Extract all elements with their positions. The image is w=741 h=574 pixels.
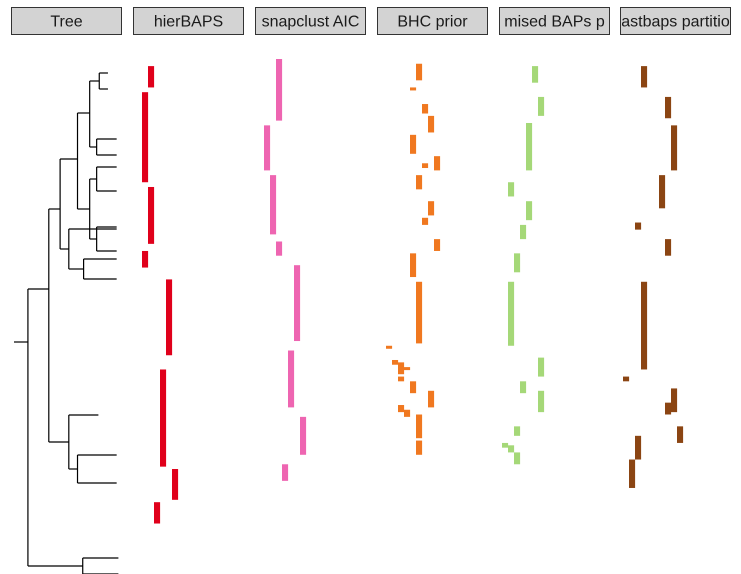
cluster-block	[428, 390, 435, 408]
strip-label: snapclust AIC	[262, 14, 360, 31]
cluster-block	[514, 426, 521, 436]
cluster-block	[166, 279, 173, 356]
strip-label: astbaps partitio	[621, 14, 730, 31]
cluster-block	[270, 175, 277, 235]
cluster-block	[428, 115, 435, 133]
cluster-block	[422, 217, 429, 225]
cluster-block	[416, 281, 423, 344]
cluster-block	[422, 163, 429, 169]
cluster-block	[623, 376, 630, 382]
cluster-block	[677, 426, 684, 443]
cluster-block	[422, 104, 429, 114]
strip-tree: Tree	[11, 7, 122, 35]
series-mised-baps-p	[502, 66, 545, 465]
cluster-block	[160, 369, 167, 467]
cluster-block	[410, 134, 417, 154]
cluster-block	[264, 125, 271, 171]
cluster-block	[520, 381, 527, 394]
cluster-block	[294, 265, 301, 342]
cluster-block	[532, 66, 539, 83]
cluster-block	[508, 445, 515, 453]
cluster-block	[404, 367, 411, 371]
cluster-block	[538, 390, 545, 413]
cluster-block	[404, 409, 411, 417]
strip-bhc-prior: BHC prior	[377, 7, 488, 35]
cluster-block	[276, 59, 283, 121]
series-hierbaps	[142, 66, 179, 524]
strip-label: mised BAPs p	[504, 14, 605, 31]
cluster-block	[538, 357, 545, 377]
cluster-block	[434, 239, 441, 251]
cluster-block	[635, 435, 642, 460]
cluster-block	[416, 63, 423, 81]
cluster-block	[288, 350, 295, 408]
cluster-block	[502, 442, 509, 448]
cluster-block	[148, 186, 155, 244]
cluster-block	[671, 388, 678, 413]
cluster-block	[172, 469, 179, 500]
cluster-block	[641, 66, 648, 88]
cluster-block	[148, 66, 155, 88]
cluster-block	[282, 464, 289, 481]
cluster-block	[410, 381, 417, 394]
cluster-block	[508, 182, 515, 197]
cluster-block	[142, 250, 149, 268]
facet-strips: Tree hierBAPS snapclust AIC BHC prior mised …	[11, 7, 731, 35]
cluster-block	[514, 253, 521, 273]
cluster-block	[300, 416, 307, 455]
strip-label: BHC prior	[397, 14, 468, 31]
cluster-block	[142, 92, 149, 183]
strip-background	[620, 7, 731, 35]
strip-mised-baps-p: mised BAPs p	[499, 7, 610, 35]
cluster-block	[410, 87, 417, 91]
strip-background	[499, 7, 610, 35]
cluster-block	[665, 239, 672, 256]
cluster-block	[398, 405, 405, 413]
partition-heatmap	[142, 59, 684, 524]
strip-background	[133, 7, 244, 35]
series-bhc-prior	[386, 63, 441, 455]
cluster-block	[629, 459, 636, 488]
cluster-block	[514, 452, 521, 465]
strip-background	[377, 7, 488, 35]
cluster-block	[386, 345, 393, 349]
cluster-block	[416, 440, 423, 455]
strip-astbaps-partitio: astbaps partitio	[620, 7, 731, 35]
series-astbaps-partitio	[623, 66, 684, 488]
cluster-block	[398, 376, 405, 382]
strip-label: hierBAPS	[154, 14, 223, 31]
cluster-block	[434, 156, 441, 171]
cluster-block	[428, 201, 435, 216]
series-snapclust-aic	[264, 59, 307, 481]
cluster-block	[635, 222, 642, 230]
cluster-block	[520, 224, 527, 240]
strip-hierbaps: hierBAPS	[133, 7, 244, 35]
strip-background	[11, 7, 122, 35]
cluster-block	[398, 362, 405, 375]
cluster-block	[665, 402, 672, 415]
cluster-block	[410, 253, 417, 278]
cluster-block	[538, 96, 545, 116]
cluster-block	[671, 125, 678, 171]
cluster-block	[526, 122, 533, 171]
cluster-block	[659, 175, 666, 209]
phylogenetic-tree	[14, 72, 119, 574]
strip-label: Tree	[50, 14, 82, 31]
cluster-block	[641, 281, 648, 370]
strip-background	[255, 7, 366, 35]
cluster-block	[665, 96, 672, 119]
strip-snapclust-aic: snapclust AIC	[255, 7, 366, 35]
cluster-block	[276, 241, 283, 256]
cluster-block	[526, 201, 533, 221]
cluster-block	[392, 359, 399, 365]
cluster-block	[416, 414, 423, 439]
cluster-block	[416, 175, 423, 190]
cluster-block	[154, 502, 161, 524]
cluster-block	[508, 281, 515, 346]
